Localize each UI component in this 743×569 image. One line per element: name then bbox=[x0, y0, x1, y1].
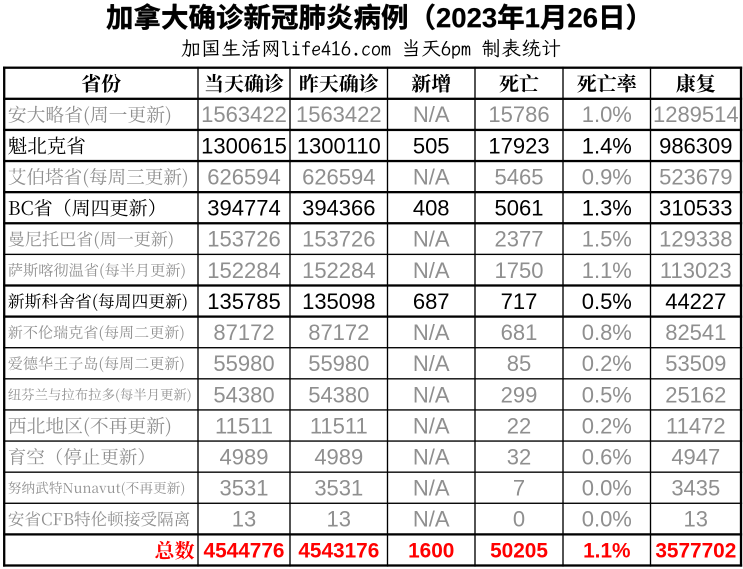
svg-text:N/A: N/A bbox=[413, 444, 450, 469]
svg-text:85: 85 bbox=[507, 351, 531, 376]
svg-text:54380: 54380 bbox=[213, 382, 274, 407]
svg-text:1300615: 1300615 bbox=[201, 133, 287, 158]
svg-text:0.0%: 0.0% bbox=[582, 507, 632, 532]
svg-text:1.0%: 1.0% bbox=[582, 102, 632, 127]
svg-text:1.5%: 1.5% bbox=[582, 227, 632, 252]
svg-text:N/A: N/A bbox=[413, 476, 450, 501]
svg-text:299: 299 bbox=[501, 382, 538, 407]
svg-text:1750: 1750 bbox=[495, 258, 544, 283]
svg-text:1.1%: 1.1% bbox=[582, 258, 632, 283]
svg-text:1.1%: 1.1% bbox=[583, 539, 630, 562]
svg-text:1563422: 1563422 bbox=[296, 102, 382, 127]
svg-text:55980: 55980 bbox=[308, 351, 369, 376]
svg-text:1300110: 1300110 bbox=[297, 133, 381, 158]
svg-text:11511: 11511 bbox=[310, 413, 368, 438]
svg-text:0.2%: 0.2% bbox=[582, 351, 632, 376]
svg-text:4989: 4989 bbox=[220, 444, 269, 469]
svg-text:N/A: N/A bbox=[413, 258, 450, 283]
svg-text:3435: 3435 bbox=[671, 476, 720, 501]
svg-text:N/A: N/A bbox=[413, 164, 450, 189]
svg-text:3531: 3531 bbox=[220, 476, 269, 501]
svg-text:4543176: 4543176 bbox=[298, 539, 379, 562]
svg-text:50205: 50205 bbox=[490, 539, 548, 562]
svg-text:3531: 3531 bbox=[314, 476, 363, 501]
svg-text:11472: 11472 bbox=[666, 413, 726, 438]
svg-text:681: 681 bbox=[501, 320, 538, 345]
svg-text:523679: 523679 bbox=[659, 164, 732, 189]
svg-text:152284: 152284 bbox=[207, 258, 280, 283]
svg-text:135098: 135098 bbox=[302, 289, 375, 314]
svg-text:1563422: 1563422 bbox=[201, 102, 287, 127]
svg-text:N/A: N/A bbox=[413, 227, 450, 252]
svg-text:394366: 394366 bbox=[302, 196, 375, 221]
svg-text:153726: 153726 bbox=[207, 227, 280, 252]
svg-text:408: 408 bbox=[413, 196, 450, 221]
svg-text:0.6%: 0.6% bbox=[582, 444, 632, 469]
svg-text:2377: 2377 bbox=[495, 227, 544, 252]
svg-text:113023: 113023 bbox=[660, 258, 732, 283]
svg-text:N/A: N/A bbox=[413, 507, 450, 532]
svg-text:82541: 82541 bbox=[665, 320, 726, 345]
svg-text:44227: 44227 bbox=[665, 289, 726, 314]
svg-text:152284: 152284 bbox=[302, 258, 375, 283]
svg-text:87172: 87172 bbox=[213, 320, 274, 345]
svg-text:4947: 4947 bbox=[671, 444, 720, 469]
svg-text:N/A: N/A bbox=[413, 382, 450, 407]
svg-text:0.5%: 0.5% bbox=[582, 289, 632, 314]
svg-text:717: 717 bbox=[501, 289, 538, 314]
svg-text:1.4%: 1.4% bbox=[582, 133, 632, 158]
svg-text:1600: 1600 bbox=[408, 539, 454, 562]
svg-text:4544776: 4544776 bbox=[204, 539, 285, 562]
svg-text:310533: 310533 bbox=[659, 196, 732, 221]
svg-text:N/A: N/A bbox=[413, 413, 450, 438]
svg-text:7: 7 bbox=[513, 476, 525, 501]
svg-text:54380: 54380 bbox=[308, 382, 369, 407]
svg-text:505: 505 bbox=[413, 133, 450, 158]
svg-text:687: 687 bbox=[413, 289, 450, 314]
svg-text:32: 32 bbox=[507, 444, 531, 469]
svg-text:5465: 5465 bbox=[495, 164, 544, 189]
svg-text:N/A: N/A bbox=[413, 320, 450, 345]
svg-text:0.2%: 0.2% bbox=[582, 413, 632, 438]
svg-text:1289514: 1289514 bbox=[653, 102, 739, 127]
svg-text:1.3%: 1.3% bbox=[582, 196, 632, 221]
svg-text:5061: 5061 bbox=[495, 196, 544, 221]
svg-text:N/A: N/A bbox=[413, 102, 450, 127]
svg-text:0.5%: 0.5% bbox=[582, 382, 632, 407]
svg-text:22: 22 bbox=[507, 413, 531, 438]
svg-text:626594: 626594 bbox=[207, 164, 280, 189]
svg-text:394774: 394774 bbox=[207, 196, 280, 221]
svg-text:153726: 153726 bbox=[302, 227, 375, 252]
svg-text:135785: 135785 bbox=[207, 289, 280, 314]
svg-text:11511: 11511 bbox=[215, 413, 273, 438]
svg-text:0.9%: 0.9% bbox=[582, 164, 632, 189]
svg-text:25162: 25162 bbox=[665, 382, 726, 407]
svg-text:986309: 986309 bbox=[659, 133, 732, 158]
svg-text:0.8%: 0.8% bbox=[582, 320, 632, 345]
svg-text:0.0%: 0.0% bbox=[582, 476, 632, 501]
svg-text:13: 13 bbox=[232, 507, 256, 532]
svg-text:15786: 15786 bbox=[488, 102, 549, 127]
svg-text:3577702: 3577702 bbox=[655, 539, 736, 562]
svg-text:626594: 626594 bbox=[302, 164, 375, 189]
svg-text:53509: 53509 bbox=[665, 351, 726, 376]
svg-text:13: 13 bbox=[684, 507, 708, 532]
svg-text:4989: 4989 bbox=[314, 444, 363, 469]
svg-text:129338: 129338 bbox=[659, 227, 732, 252]
svg-text:13: 13 bbox=[327, 507, 351, 532]
svg-text:87172: 87172 bbox=[308, 320, 369, 345]
svg-text:17923: 17923 bbox=[488, 133, 549, 158]
svg-text:55980: 55980 bbox=[213, 351, 274, 376]
svg-text:N/A: N/A bbox=[413, 351, 450, 376]
svg-text:0: 0 bbox=[513, 507, 525, 532]
